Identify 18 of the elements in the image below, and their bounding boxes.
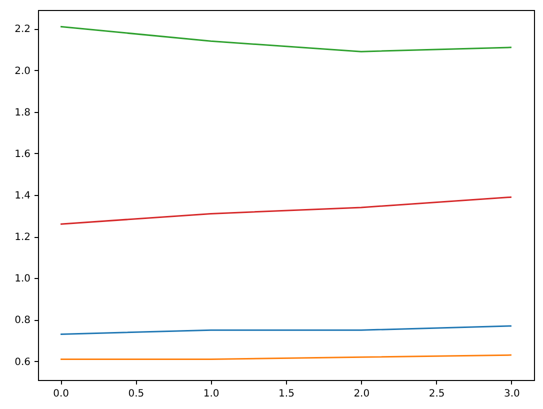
x-tick-label: 0.5 [128,388,144,400]
y-tick-label: 0.8 [14,315,30,326]
y-tick-label: 1.2 [14,232,30,244]
y-tick-label: 2.2 [14,24,30,36]
y-tick-label: 1.4 [14,190,30,202]
y-tick-label: 1.8 [14,107,30,118]
x-tick-label: 0.0 [53,388,69,400]
x-tick-label: 2.5 [428,388,445,400]
line-series [60,26,512,52]
y-tick-label: 1.6 [14,148,30,160]
y-tick-label: 2.0 [14,66,30,77]
x-tick-label: 2.0 [354,388,370,400]
y-tick-label: 1.0 [14,274,30,285]
line-series [60,196,512,225]
x-tick-label: 3.0 [504,388,520,400]
x-tick-label: 1.0 [203,388,220,400]
y-tick-label: 0.6 [14,356,30,368]
x-tick-label: 1.5 [278,388,294,400]
